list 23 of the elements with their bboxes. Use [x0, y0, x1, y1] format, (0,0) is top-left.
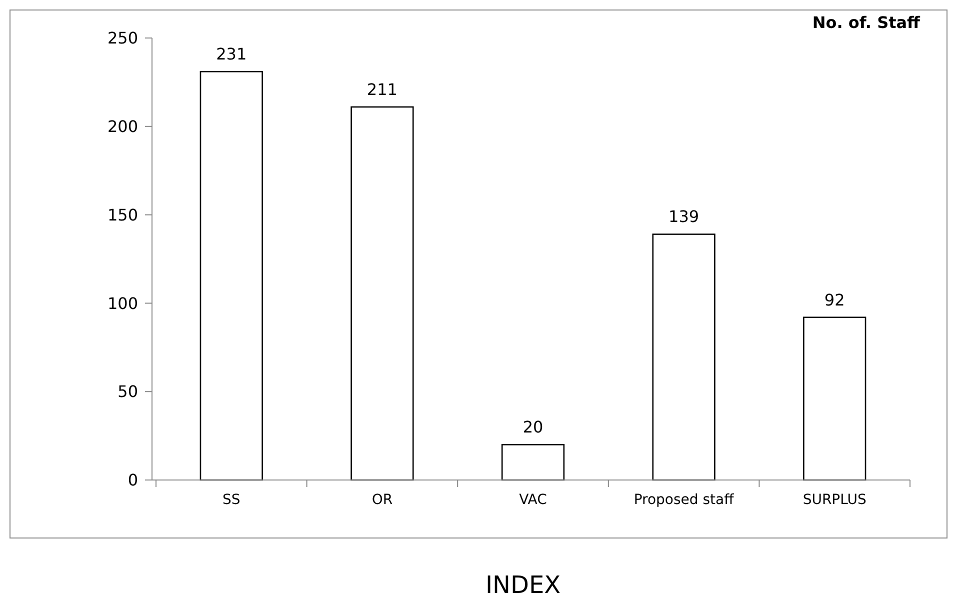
y-tick-label: 0: [128, 470, 138, 490]
bar: [803, 316, 866, 481]
y-tick-label: 250: [107, 28, 138, 48]
x-tick-label: SURPLUS: [802, 492, 866, 508]
bar: [350, 106, 414, 481]
data-label: 92: [824, 290, 845, 310]
chart-title: No. of. Staff: [812, 13, 922, 32]
bar: [501, 444, 565, 481]
y-tick-label: 150: [107, 205, 138, 224]
x-axis-title: INDEX: [485, 571, 561, 599]
x-tick-label: VAC: [519, 492, 548, 508]
data-label: 231: [216, 44, 247, 64]
y-tick-label: 50: [118, 382, 138, 402]
data-label: 20: [522, 418, 544, 437]
data-label: 139: [668, 207, 700, 226]
bar: [200, 70, 263, 481]
bar: [652, 234, 716, 481]
x-tick-label: OR: [372, 492, 393, 508]
y-tick-label: 100: [107, 294, 138, 313]
y-tick-label: 200: [107, 117, 138, 136]
x-tick-label: Proposed staff: [634, 492, 734, 508]
data-label: 211: [366, 80, 398, 99]
x-tick-label: SS: [222, 492, 240, 508]
